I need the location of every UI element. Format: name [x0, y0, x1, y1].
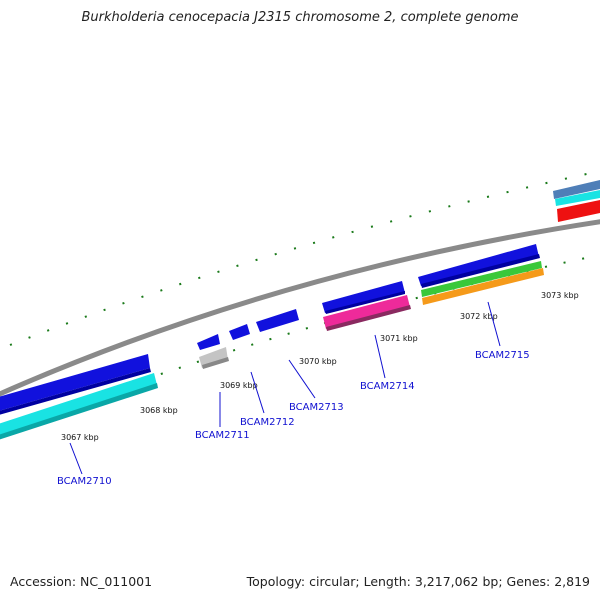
- feature-magenta-bcam2714[interactable]: [323, 295, 411, 331]
- gene-bcam2713[interactable]: [256, 309, 299, 332]
- gene-bcam2712[interactable]: [229, 324, 250, 340]
- label-bcam2715[interactable]: BCAM2715: [475, 350, 530, 361]
- tick-label-3069: 3069 kbp: [220, 381, 258, 390]
- label-leaders: [69, 301, 501, 475]
- tick-label-3073: 3073 kbp: [541, 291, 579, 300]
- label-bcam2710[interactable]: BCAM2710: [57, 476, 112, 487]
- chromosome-backbone: [0, 219, 600, 397]
- feature-red-top[interactable]: [557, 200, 600, 222]
- tick-label-3067: 3067 kbp: [61, 433, 99, 442]
- label-bcam2712[interactable]: BCAM2712: [240, 417, 295, 428]
- accession-text: Accession: NC_011001: [10, 574, 153, 589]
- label-bcam2714[interactable]: BCAM2714: [360, 381, 415, 392]
- feature-steelblue-top[interactable]: [553, 180, 600, 199]
- feature-cyan-top[interactable]: [555, 190, 600, 206]
- gene-bcam2715[interactable]: [418, 244, 540, 288]
- gene-bcam2714[interactable]: [322, 281, 405, 314]
- tick-label-3072: 3072 kbp: [460, 312, 498, 321]
- topology-text: Topology: circular; Length: 3,217,062 bp…: [246, 574, 590, 589]
- feature-green-bcam2715[interactable]: [421, 261, 542, 297]
- gene-bcam2711[interactable]: [197, 334, 220, 350]
- tick-label-3068: 3068 kbp: [140, 406, 178, 415]
- map-title: Burkholderia cenocepacia J2315 chromosom…: [81, 10, 519, 25]
- label-bcam2711[interactable]: BCAM2711: [195, 430, 250, 441]
- tick-label-3071: 3071 kbp: [380, 334, 418, 343]
- feature-gray-bcam2711[interactable]: [199, 347, 229, 369]
- outer-tick-ring: [9, 170, 600, 346]
- label-bcam2713[interactable]: BCAM2713: [289, 402, 344, 413]
- tick-label-3070: 3070 kbp: [299, 357, 337, 366]
- feature-orange-bcam2715[interactable]: [422, 268, 544, 305]
- gene-bcam2710[interactable]: [0, 354, 151, 416]
- feature-cyan-bcam2710[interactable]: [0, 373, 158, 441]
